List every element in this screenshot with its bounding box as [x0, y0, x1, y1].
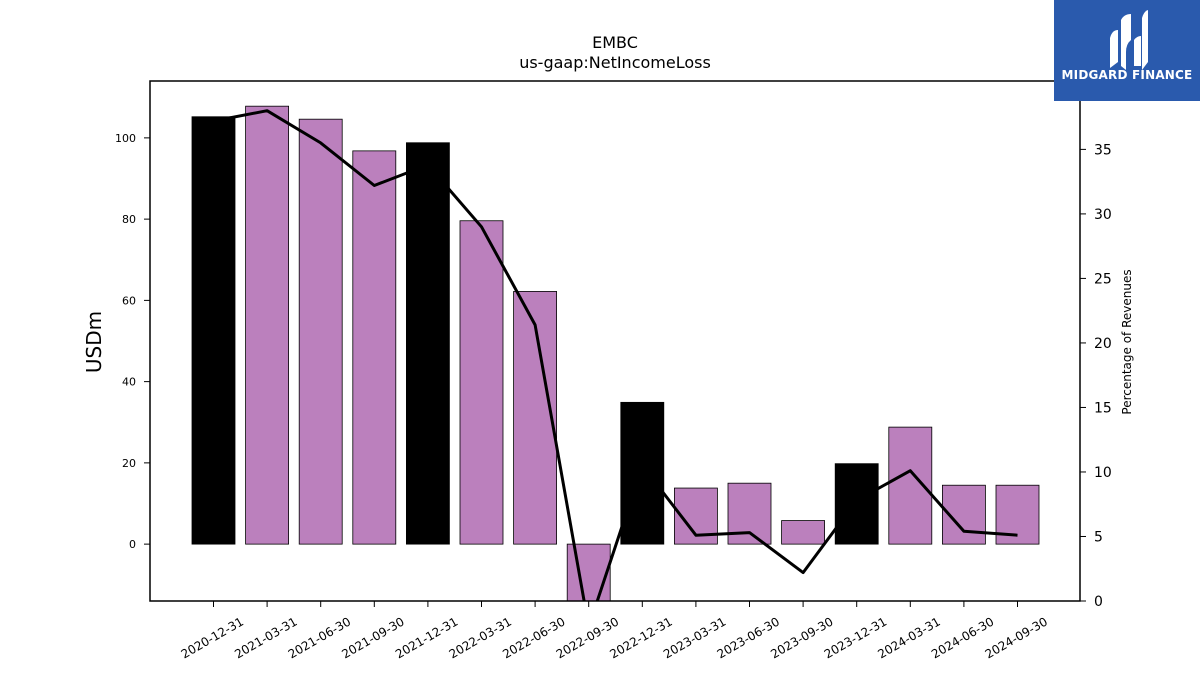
y-tick-label: 0: [129, 538, 136, 551]
y-tick-label: 60: [122, 294, 136, 307]
bar: [513, 291, 557, 545]
y2-tick-label: 15: [1094, 400, 1112, 416]
y-tick-label: 80: [122, 213, 136, 226]
chart-subtitle: us-gaap:NetIncomeLoss: [519, 53, 711, 72]
plot-frame: [149, 80, 1081, 602]
bar: [834, 463, 879, 545]
logo-text: MIDGARD FINANCE: [1061, 68, 1193, 82]
y2-tick-label: 5: [1094, 529, 1103, 545]
bar: [781, 520, 825, 545]
bar: [566, 543, 611, 602]
bar: [620, 401, 665, 545]
bar: [298, 118, 343, 545]
y2-tick-label: 25: [1094, 271, 1112, 287]
chart-title: EMBC: [592, 33, 638, 52]
bar: [459, 220, 504, 545]
y2-tick-label: 30: [1094, 207, 1112, 223]
y-tick-label: 40: [122, 376, 136, 389]
y2-tick-label: 10: [1094, 465, 1112, 481]
bar: [352, 150, 397, 545]
y2-tick-label: 35: [1094, 142, 1112, 158]
bar: [245, 105, 290, 545]
y2-axis-label: Percentage of Revenues: [1120, 269, 1134, 414]
y-axis-label: USDm: [82, 311, 106, 373]
brand-logo: MIDGARD FINANCE: [1054, 0, 1200, 101]
y-tick-label: 20: [122, 457, 136, 470]
bar: [405, 142, 450, 545]
y2-tick-label: 20: [1094, 336, 1112, 352]
series-line: [213, 109, 1018, 601]
bar: [727, 482, 772, 545]
midgard-logo-icon: [1110, 10, 1148, 70]
bar: [191, 116, 236, 545]
y-tick-label: 100: [115, 132, 136, 145]
y2-tick-label: 0: [1094, 594, 1103, 610]
